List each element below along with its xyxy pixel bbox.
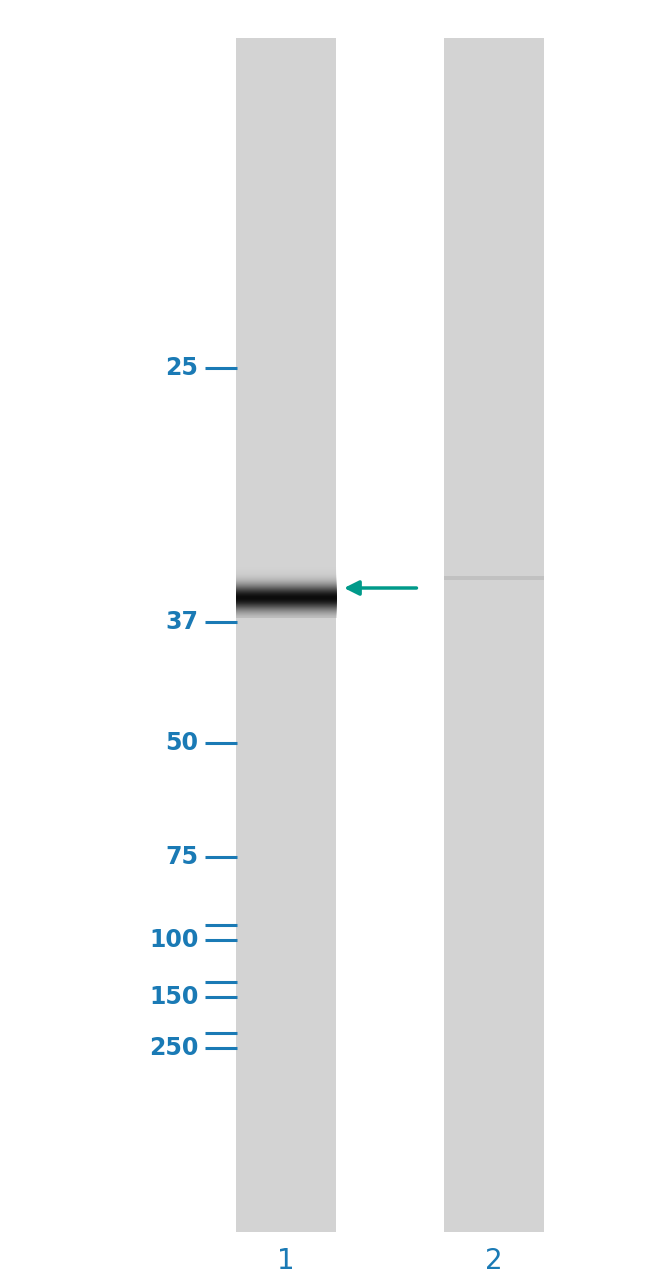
Text: 25: 25 bbox=[165, 357, 198, 380]
Text: 100: 100 bbox=[149, 928, 198, 951]
Text: 2: 2 bbox=[485, 1247, 503, 1270]
Text: 150: 150 bbox=[149, 986, 198, 1008]
Text: 75: 75 bbox=[165, 846, 198, 869]
Text: 37: 37 bbox=[165, 611, 198, 634]
Text: 50: 50 bbox=[165, 732, 198, 754]
Text: 250: 250 bbox=[149, 1036, 198, 1059]
Bar bbox=[443, 575, 545, 579]
Bar bbox=[443, 38, 545, 1232]
Text: 1: 1 bbox=[277, 1247, 295, 1270]
Bar bbox=[235, 38, 337, 1232]
